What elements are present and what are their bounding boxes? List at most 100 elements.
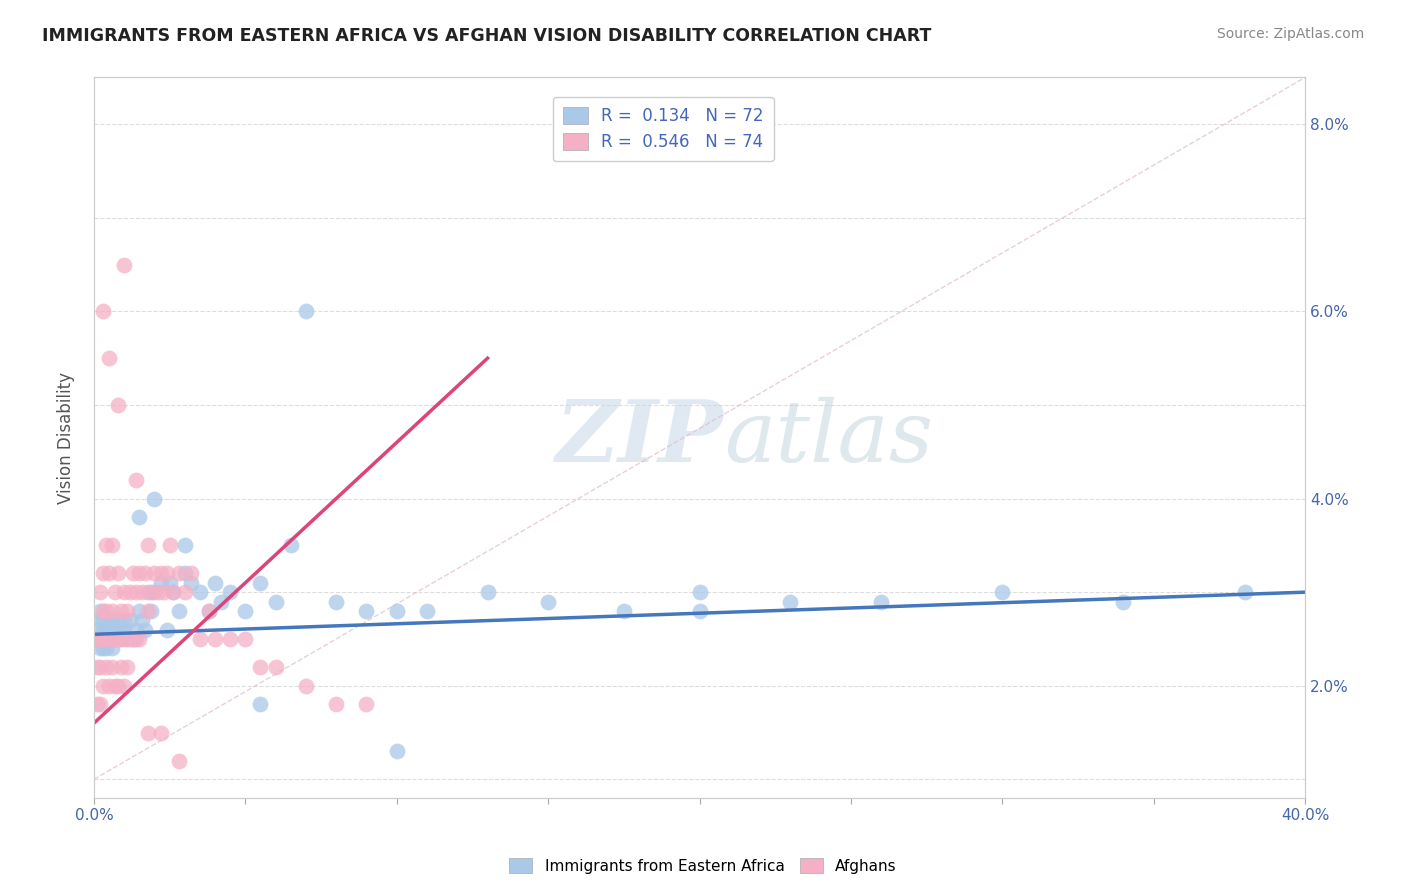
Point	[537, 594, 560, 608]
Point	[143, 491, 166, 506]
Point	[689, 604, 711, 618]
Point	[120, 632, 142, 646]
Point	[98, 623, 121, 637]
Point	[125, 632, 148, 646]
Point	[110, 604, 132, 618]
Point	[112, 632, 135, 646]
Point	[138, 604, 160, 618]
Point	[219, 585, 242, 599]
Point	[86, 698, 108, 712]
Point	[233, 632, 256, 646]
Point	[112, 679, 135, 693]
Point	[122, 632, 145, 646]
Point	[91, 679, 114, 693]
Point	[125, 473, 148, 487]
Point	[120, 613, 142, 627]
Point	[107, 398, 129, 412]
Point	[86, 632, 108, 646]
Point	[173, 585, 195, 599]
Point	[143, 585, 166, 599]
Point	[295, 304, 318, 318]
Point	[101, 660, 124, 674]
Text: atlas: atlas	[724, 396, 932, 479]
Point	[94, 604, 117, 618]
Point	[94, 538, 117, 552]
Point	[167, 566, 190, 581]
Point	[264, 660, 287, 674]
Point	[779, 594, 801, 608]
Point	[91, 641, 114, 656]
Point	[128, 604, 150, 618]
Point	[141, 604, 163, 618]
Point	[143, 566, 166, 581]
Point	[155, 623, 177, 637]
Point	[94, 623, 117, 637]
Point	[131, 585, 153, 599]
Text: IMMIGRANTS FROM EASTERN AFRICA VS AFGHAN VISION DISABILITY CORRELATION CHART: IMMIGRANTS FROM EASTERN AFRICA VS AFGHAN…	[42, 27, 932, 45]
Point	[89, 604, 111, 618]
Point	[152, 585, 174, 599]
Text: Source: ZipAtlas.com: Source: ZipAtlas.com	[1216, 27, 1364, 41]
Point	[120, 585, 142, 599]
Point	[1233, 585, 1256, 599]
Point	[149, 725, 172, 739]
Point	[115, 604, 138, 618]
Point	[107, 632, 129, 646]
Point	[107, 566, 129, 581]
Point	[89, 698, 111, 712]
Point	[155, 566, 177, 581]
Point	[91, 304, 114, 318]
Point	[204, 575, 226, 590]
Point	[870, 594, 893, 608]
Point	[131, 613, 153, 627]
Point	[91, 566, 114, 581]
Point	[125, 623, 148, 637]
Point	[98, 679, 121, 693]
Point	[86, 660, 108, 674]
Point	[233, 604, 256, 618]
Point	[89, 585, 111, 599]
Point	[295, 679, 318, 693]
Point	[110, 660, 132, 674]
Point	[101, 641, 124, 656]
Point	[689, 585, 711, 599]
Point	[89, 613, 111, 627]
Point	[122, 632, 145, 646]
Point	[91, 632, 114, 646]
Point	[149, 566, 172, 581]
Point	[219, 632, 242, 646]
Point	[104, 632, 127, 646]
Point	[128, 632, 150, 646]
Point	[89, 641, 111, 656]
Point	[385, 604, 408, 618]
Point	[104, 679, 127, 693]
Point	[198, 604, 221, 618]
Point	[477, 585, 499, 599]
Point	[1112, 594, 1135, 608]
Point	[101, 613, 124, 627]
Point	[94, 660, 117, 674]
Point	[110, 632, 132, 646]
Point	[122, 566, 145, 581]
Point	[134, 623, 156, 637]
Point	[107, 679, 129, 693]
Point	[98, 613, 121, 627]
Point	[173, 538, 195, 552]
Point	[115, 660, 138, 674]
Point	[138, 585, 160, 599]
Legend: R =  0.134   N = 72, R =  0.546   N = 74: R = 0.134 N = 72, R = 0.546 N = 74	[553, 96, 773, 161]
Point	[385, 744, 408, 758]
Point	[325, 594, 347, 608]
Point	[138, 538, 160, 552]
Point	[125, 585, 148, 599]
Point	[138, 725, 160, 739]
Point	[112, 613, 135, 627]
Text: ZIP: ZIP	[555, 396, 724, 480]
Point	[128, 566, 150, 581]
Point	[141, 585, 163, 599]
Point	[104, 623, 127, 637]
Point	[356, 698, 378, 712]
Point	[98, 566, 121, 581]
Point	[98, 632, 121, 646]
Point	[204, 632, 226, 646]
